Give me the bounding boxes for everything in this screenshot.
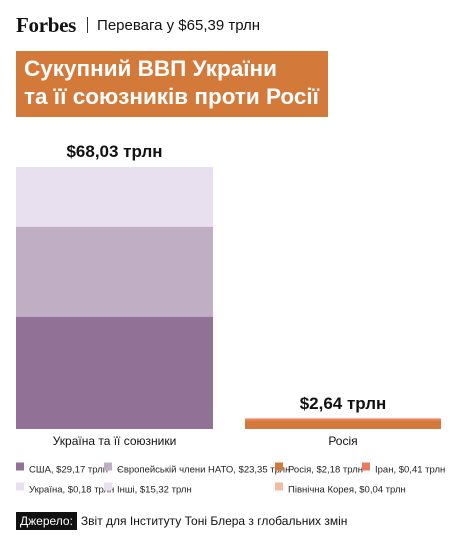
legend-item-label: Інші, $15,32 трлн (117, 485, 192, 496)
forbes-logo: Forbes (16, 12, 77, 37)
bar-segment-сша (16, 316, 213, 429)
legend-item-label: Європейській члени НАТО, $23,35 трлн (117, 465, 290, 476)
bar-segment-іран (245, 419, 441, 421)
legend-swatch (104, 482, 112, 491)
category-label: Україна та її союзники (53, 434, 177, 448)
legend-item-label: Північна Корея, $0,04 трлн (288, 485, 406, 496)
source-footer: Джерело: Звіт для Інституту Тоні Блера з… (16, 512, 347, 530)
header-subtitle: Перевага у $65,39 трлн (97, 16, 261, 34)
header-divider (87, 17, 89, 33)
source-text: Звіт для Інституту Тоні Блера з глобальн… (80, 514, 348, 528)
bar-segment-європейській-члени-нато (16, 226, 213, 317)
legend-swatch (104, 462, 112, 471)
title-line-2: та її союзників проти Росії (24, 84, 319, 109)
legend-swatch (16, 462, 24, 471)
legend-item-label: Україна, $0,18 трлн (29, 485, 114, 496)
legend-item-label: США, $29,17 трлн (29, 465, 108, 476)
legend-swatch (16, 482, 24, 491)
legend-item-label: Росія, $2,18 трлн (288, 465, 363, 476)
legend-swatch (275, 482, 283, 491)
header: Forbes Перевага у $65,39 трлн (16, 12, 261, 37)
category-label: Росія (328, 434, 357, 448)
bar-total-label: $2,64 трлн (300, 394, 387, 413)
legend-item-label: Іран, $0,41 трлн (375, 465, 445, 476)
title-line-1: Сукупний ВВП України (24, 56, 277, 81)
bar-segment-україна-інші (16, 167, 213, 227)
bar-segment-росія (245, 420, 441, 429)
bar-segment-північна-корея (245, 418, 441, 420)
chart-title: Сукупний ВВП України та її союзників про… (16, 51, 328, 117)
legend-swatch (362, 462, 370, 471)
bar-total-label: $68,03 трлн (66, 142, 162, 161)
source-label: Джерело: (16, 512, 77, 530)
legend-swatch (275, 462, 283, 471)
